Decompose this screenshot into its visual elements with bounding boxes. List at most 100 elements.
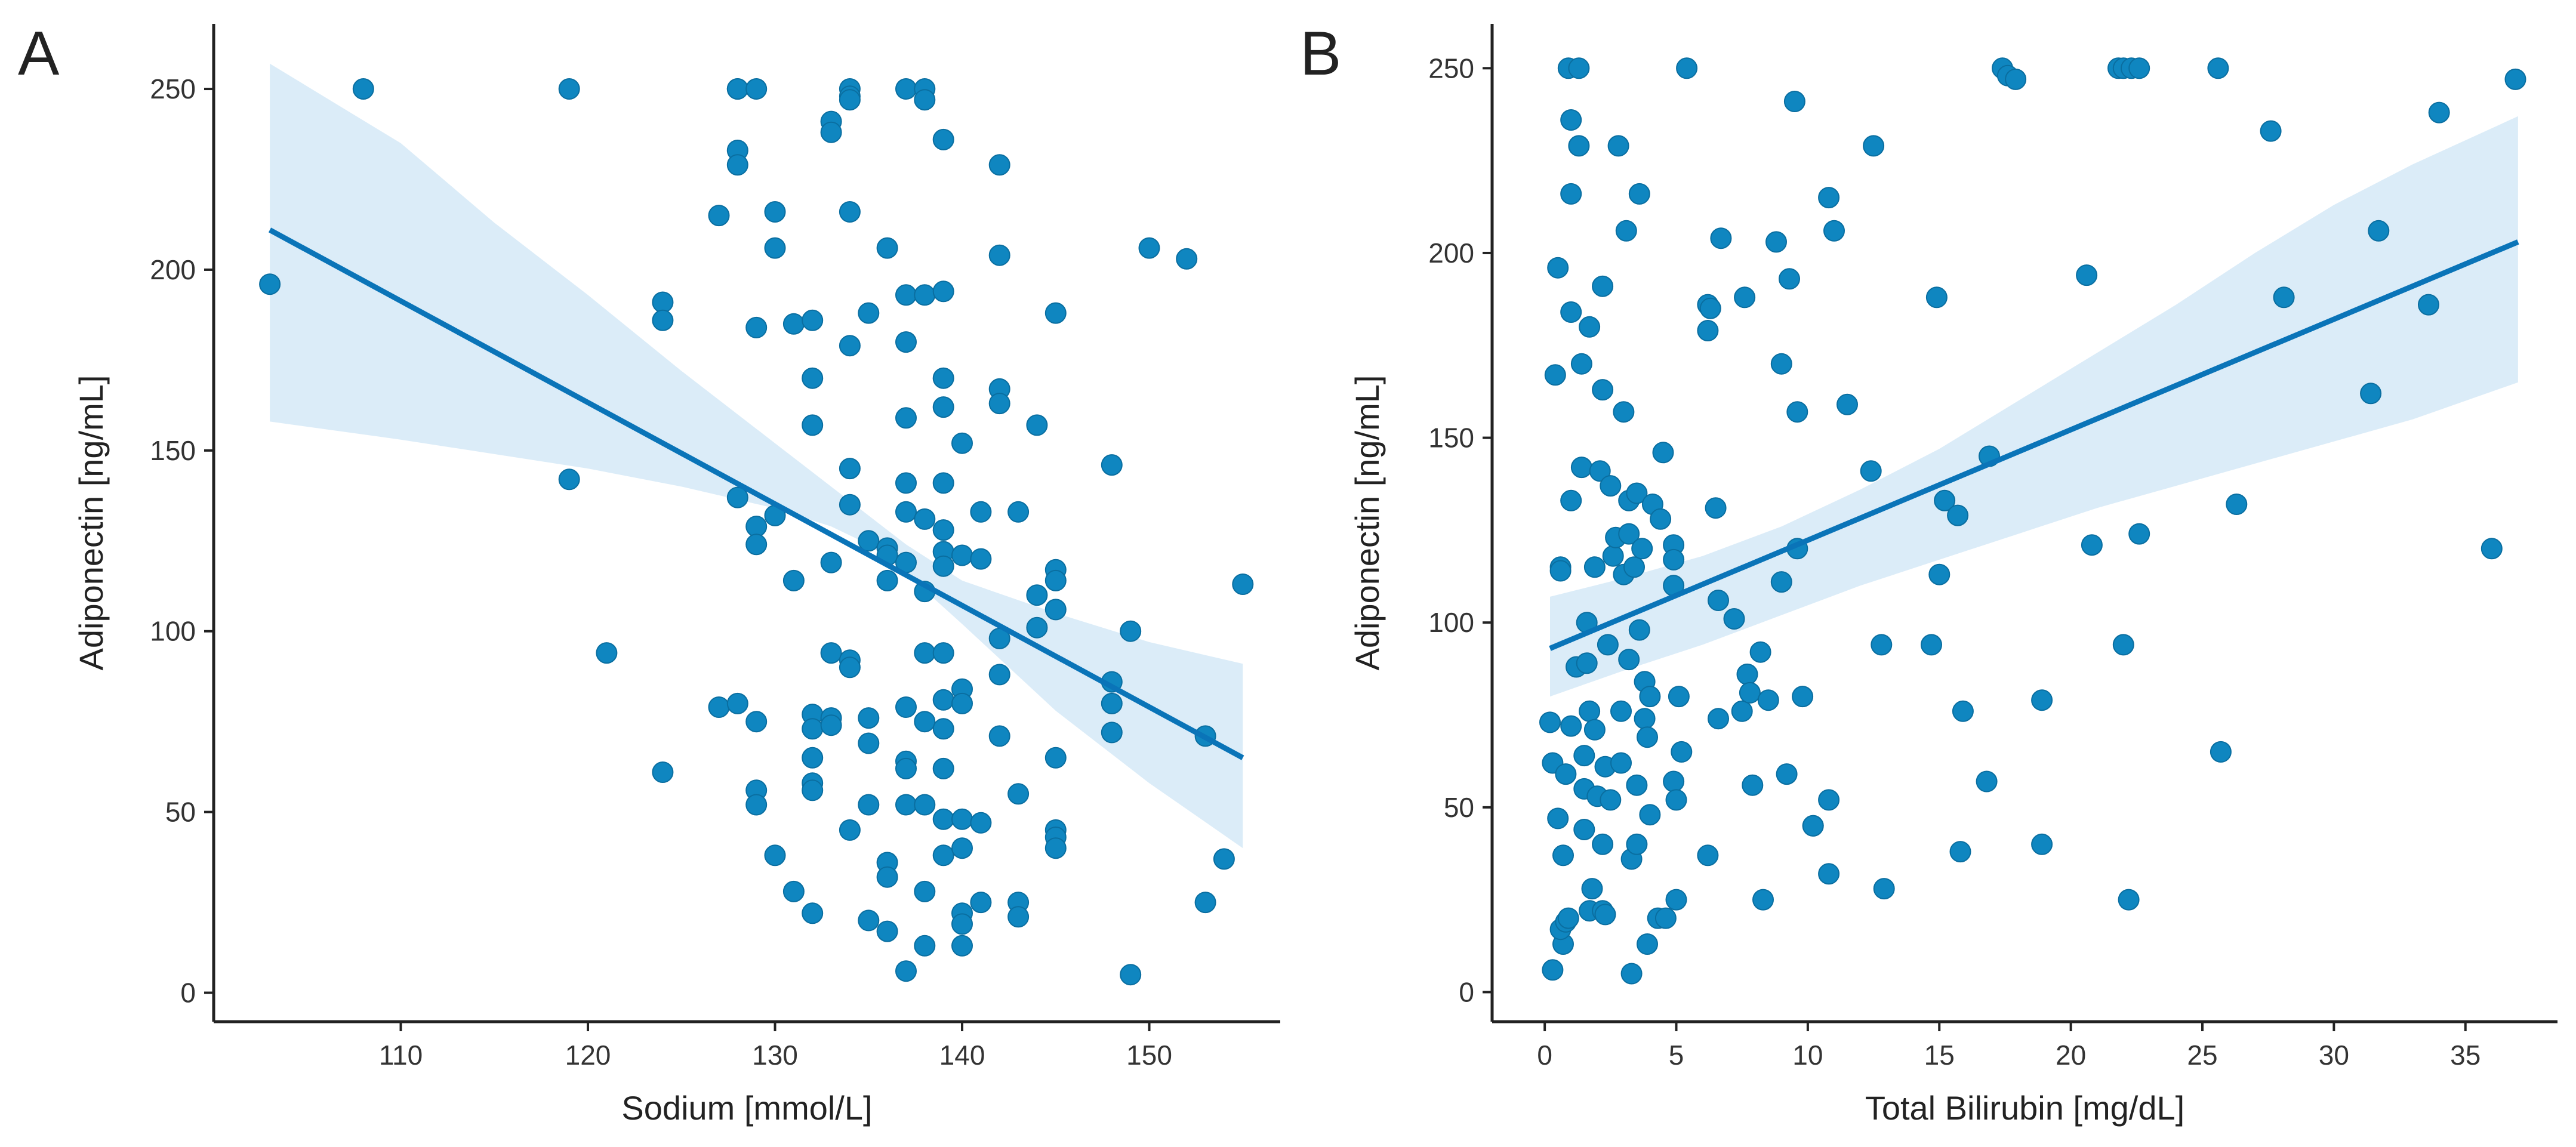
data-point <box>858 302 880 324</box>
data-point <box>1568 57 1590 79</box>
data-point <box>802 902 824 924</box>
data-point <box>1547 807 1569 830</box>
x-tick-label: 20 <box>2056 1040 2086 1071</box>
data-point <box>1705 497 1727 519</box>
data-point <box>1626 774 1648 796</box>
data-point <box>914 642 936 664</box>
data-point <box>858 707 880 729</box>
data-point <box>1600 789 1622 811</box>
data-point <box>1860 460 1882 482</box>
x-tick-label: 10 <box>1792 1040 1823 1071</box>
data-point <box>1637 933 1658 955</box>
data-point <box>876 237 898 259</box>
data-point <box>1779 268 1800 290</box>
data-point <box>932 519 954 541</box>
data-point <box>876 569 898 591</box>
data-point <box>988 664 1010 686</box>
data-point <box>1818 187 1840 209</box>
data-point <box>839 819 861 841</box>
panel-b-letter: B <box>1300 19 1341 88</box>
data-point <box>1044 569 1067 591</box>
data-point <box>932 396 954 418</box>
data-point <box>895 284 917 306</box>
data-point <box>1560 489 1582 511</box>
panel-a-letter: A <box>18 19 60 88</box>
x-tick-label: 5 <box>1669 1040 1684 1071</box>
data-point <box>1934 489 1956 511</box>
data-point <box>988 393 1010 415</box>
data-point <box>1637 726 1658 748</box>
data-point <box>1697 320 1719 341</box>
data-point <box>1560 109 1582 131</box>
data-point <box>726 78 748 100</box>
data-point <box>802 779 824 801</box>
data-point <box>858 794 880 816</box>
data-point <box>1542 959 1564 981</box>
data-point <box>970 812 992 834</box>
y-axis-label: Adiponectin [ng/mL] <box>72 375 110 671</box>
data-point <box>1539 711 1561 733</box>
data-point <box>708 696 730 718</box>
data-point <box>726 486 748 508</box>
data-point <box>1925 286 1948 309</box>
data-point <box>1592 275 1614 297</box>
confidence-band <box>270 63 1243 849</box>
data-point <box>1557 907 1579 929</box>
data-point <box>764 201 786 223</box>
data-point <box>1232 574 1254 595</box>
data-point <box>1697 844 1719 867</box>
data-point <box>1044 599 1067 621</box>
data-point <box>839 656 861 679</box>
data-point <box>951 432 973 454</box>
data-point <box>1618 523 1640 545</box>
data-point <box>1863 135 1885 157</box>
data-point <box>1628 619 1650 641</box>
data-point <box>1620 963 1643 985</box>
data-point <box>932 718 954 740</box>
data-point <box>858 530 880 552</box>
data-point <box>1668 686 1690 708</box>
data-point <box>1007 501 1030 523</box>
data-point <box>895 794 917 816</box>
x-tick-label: 25 <box>2187 1040 2217 1071</box>
data-point <box>2273 286 2295 309</box>
data-point <box>1752 889 1774 911</box>
panel-a: A 0 50 100 150 200 250 110 120 130 140 150 Sodium [m… <box>18 19 1280 1127</box>
data-point <box>1631 538 1653 560</box>
data-point <box>951 692 973 714</box>
data-point <box>1731 700 1753 722</box>
y-tick-label: 150 <box>1428 423 1474 454</box>
data-point <box>1560 183 1582 205</box>
data-point <box>895 331 917 353</box>
data-point <box>1579 316 1601 338</box>
data-point <box>1570 353 1592 375</box>
data-point <box>352 78 374 100</box>
y-tick-label: 250 <box>1428 53 1474 84</box>
data-point <box>745 794 768 816</box>
data-point <box>1213 848 1235 870</box>
data-point <box>820 642 842 664</box>
data-point <box>1618 649 1640 671</box>
data-point <box>932 757 954 779</box>
data-point <box>2005 68 2027 90</box>
data-point <box>1708 708 1729 730</box>
data-point <box>932 472 954 494</box>
data-point <box>726 692 748 714</box>
data-point <box>839 89 861 111</box>
data-point <box>1044 747 1067 769</box>
data-point <box>988 244 1010 266</box>
data-point <box>876 920 898 942</box>
data-point <box>1947 504 1969 526</box>
data-point <box>1802 815 1824 837</box>
data-point <box>1573 745 1595 767</box>
data-point <box>1786 401 1808 423</box>
data-point <box>1594 904 1616 926</box>
data-point <box>1581 878 1603 900</box>
x-axis-label: Total Bilirubin [mg/dL] <box>1865 1089 2184 1127</box>
data-point <box>1607 135 1629 157</box>
x-tick-label: 120 <box>565 1040 611 1071</box>
data-point <box>1823 220 1845 242</box>
y-tick-label: 100 <box>150 616 196 647</box>
y-tick-label: 0 <box>1459 976 1474 1007</box>
